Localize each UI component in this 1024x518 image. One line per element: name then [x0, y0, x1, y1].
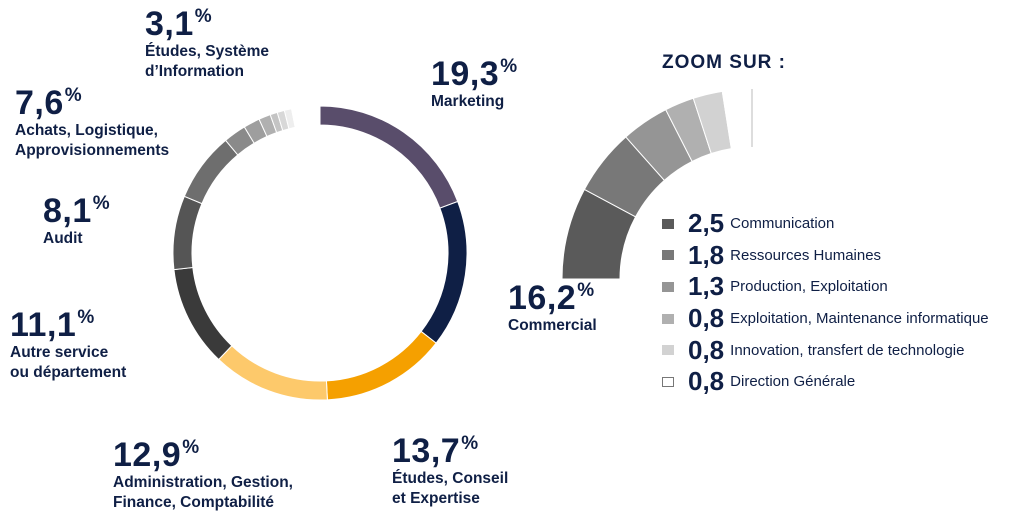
label-etudes-conseil: 13,7% Études, Conseil et Expertise: [392, 434, 508, 509]
legend-swatch: [662, 313, 674, 324]
donut-slice-4: [173, 266, 233, 361]
zoom-item-maintenance: 0,8 Exploitation, Maintenance informatiq…: [662, 303, 989, 335]
zoom-value: 2,5: [688, 208, 725, 239]
zoom-item-production: 1,3 Production, Exploitation: [662, 271, 989, 303]
legend-swatch: [662, 218, 674, 229]
label-audit: 8,1% Audit: [43, 194, 110, 249]
category-autre-service: Autre service ou département: [10, 344, 127, 381]
value-administration: 12,9%: [113, 436, 200, 474]
zoom-label: Direction Générale: [730, 373, 856, 391]
zoom-item-innovation: 0,8 Innovation, transfert de technologie: [662, 334, 989, 366]
donut-slice-5: [172, 195, 203, 271]
zoom-value: 1,8: [688, 239, 725, 270]
category-etudes-si: Études, Système d’Information: [145, 43, 270, 80]
value-etudes-si: 3,1%: [145, 5, 213, 43]
category-commercial: Commercial: [508, 317, 597, 334]
value-autre-service: 11,1%: [10, 306, 95, 344]
zoom-label: Exploitation, Maintenance informatique: [730, 310, 989, 328]
donut-slice-13: [290, 105, 321, 129]
category-achats: Achats, Logistique, Approvisionnements: [15, 122, 170, 159]
legend-swatch: [662, 250, 674, 261]
donut-slice-6: [183, 139, 239, 205]
value-audit: 8,1%: [43, 192, 111, 230]
donut-slice-2: [325, 330, 437, 401]
legend-swatch: [662, 281, 674, 292]
donut-slice-0: [319, 105, 459, 209]
donut-slice-3: [217, 345, 328, 401]
donut-slice-1: [420, 200, 468, 344]
category-etudes-conseil: Études, Conseil et Expertise: [392, 470, 509, 507]
zoom-item-communication: 2,5 Communication: [662, 208, 989, 240]
label-etudes-si: 3,1% Études, Système d’Information: [145, 7, 269, 82]
legend-swatch: [662, 376, 674, 387]
label-autre-service: 11,1% Autre service ou département: [10, 308, 126, 383]
value-commercial: 16,2%: [508, 279, 595, 317]
value-achats: 7,6%: [15, 84, 83, 122]
zoom-value: 1,3: [688, 271, 725, 302]
label-achats: 7,6% Achats, Logistique, Approvisionnemen…: [15, 86, 169, 161]
label-commercial: 16,2% Commercial: [508, 281, 597, 336]
label-administration: 12,9% Administration, Gestion, Finance, C…: [113, 438, 293, 513]
zoom-label: Production, Exploitation: [730, 278, 888, 296]
label-marketing: 19,3% Marketing: [431, 57, 518, 112]
zoom-value: 0,8: [688, 366, 725, 397]
zoom-label: Communication: [730, 215, 835, 233]
category-administration: Administration, Gestion, Finance, Comptab…: [113, 474, 293, 511]
zoom-value: 0,8: [688, 303, 725, 334]
zoom-label: Ressources Humaines: [730, 246, 882, 264]
legend-swatch: [662, 345, 674, 356]
zoom-label: Innovation, transfert de technologie: [730, 341, 965, 359]
category-audit: Audit: [43, 230, 83, 247]
zoom-value: 0,8: [688, 334, 725, 365]
zoom-title: ZOOM SUR :: [662, 52, 786, 73]
zoom-item-direction-generale: 0,8 Direction Générale: [662, 366, 989, 398]
zoom-legend: 2,5 Communication 1,8 Ressources Humaine…: [662, 208, 989, 398]
value-marketing: 19,3%: [431, 55, 518, 93]
category-marketing: Marketing: [431, 93, 505, 110]
value-etudes-conseil: 13,7%: [392, 432, 479, 470]
zoom-item-ressources-humaines: 1,8 Ressources Humaines: [662, 240, 989, 272]
